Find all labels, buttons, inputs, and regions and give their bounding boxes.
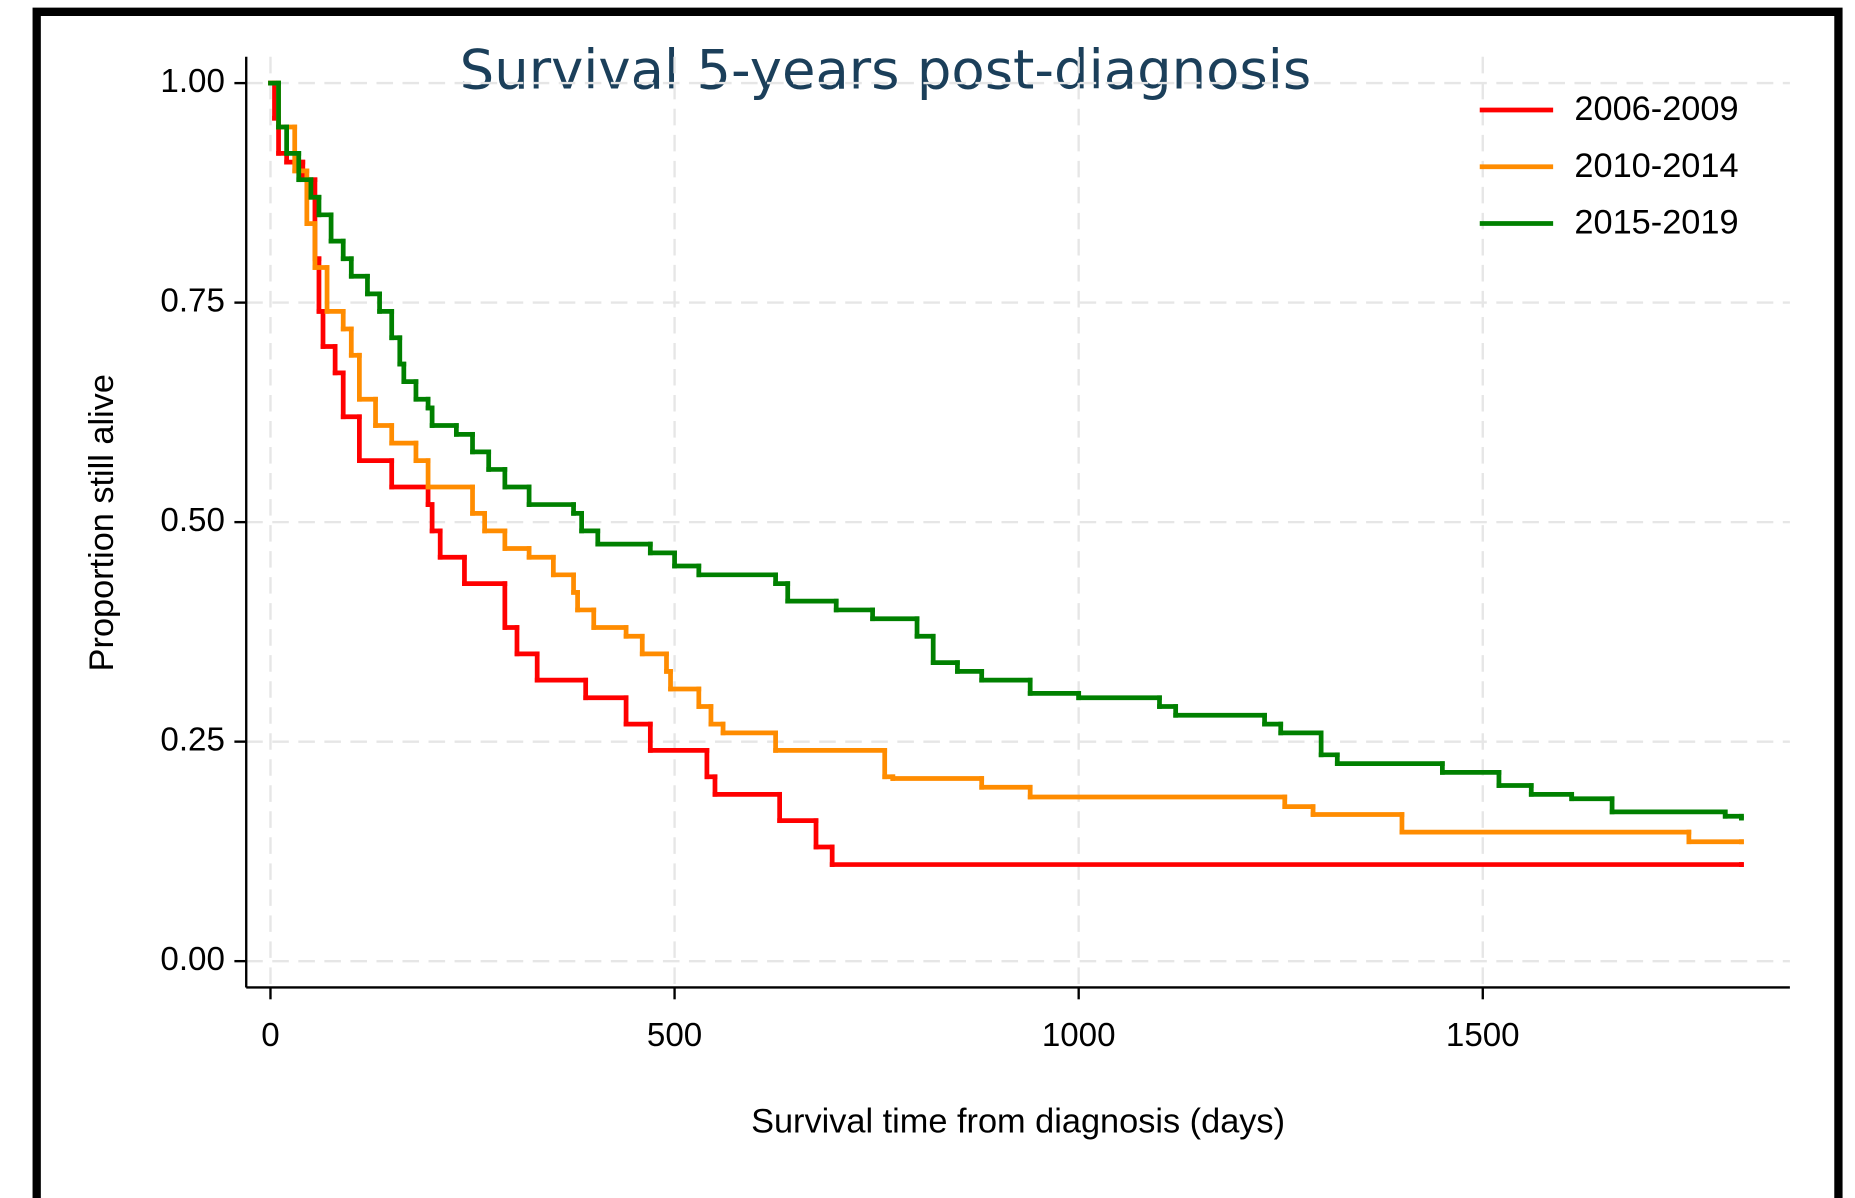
- chart-title: Survival 5-years post-diagnosis: [460, 37, 1312, 101]
- grid: [246, 56, 1790, 988]
- x-tick-label: 1000: [1042, 1017, 1116, 1054]
- y-tick-label: 1.00: [160, 63, 224, 100]
- legend: 2006-2009 2010-2014 2015-2019: [1479, 90, 1739, 242]
- legend-label: 2010-2014: [1574, 147, 1738, 185]
- x-tick-label: 500: [647, 1017, 702, 1054]
- x-tick-label: 0: [261, 1017, 279, 1054]
- y-tick-label: 0.25: [160, 721, 224, 758]
- x-axis-title: Survival time from diagnosis (days): [751, 1103, 1285, 1141]
- legend-label: 2015-2019: [1574, 204, 1738, 242]
- frame: [32, 7, 1843, 1198]
- y-tick-label: 0.50: [160, 502, 224, 539]
- x-tick-label: 1500: [1446, 1017, 1520, 1054]
- y-axis-title: Proportion still alive: [83, 374, 121, 671]
- axes: 0.00 0.25 0.50 0.75 1.00 0 500 1000 1500: [160, 56, 1790, 1054]
- y-tick-label: 0.75: [160, 282, 224, 319]
- legend-label: 2006-2009: [1574, 90, 1738, 128]
- y-tick-label: 0.00: [160, 941, 224, 978]
- plot-area: [268, 80, 1744, 867]
